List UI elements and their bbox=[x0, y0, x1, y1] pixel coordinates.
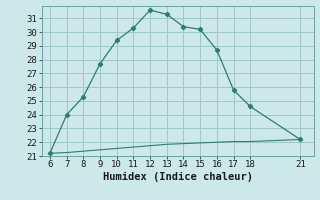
X-axis label: Humidex (Indice chaleur): Humidex (Indice chaleur) bbox=[103, 172, 252, 182]
